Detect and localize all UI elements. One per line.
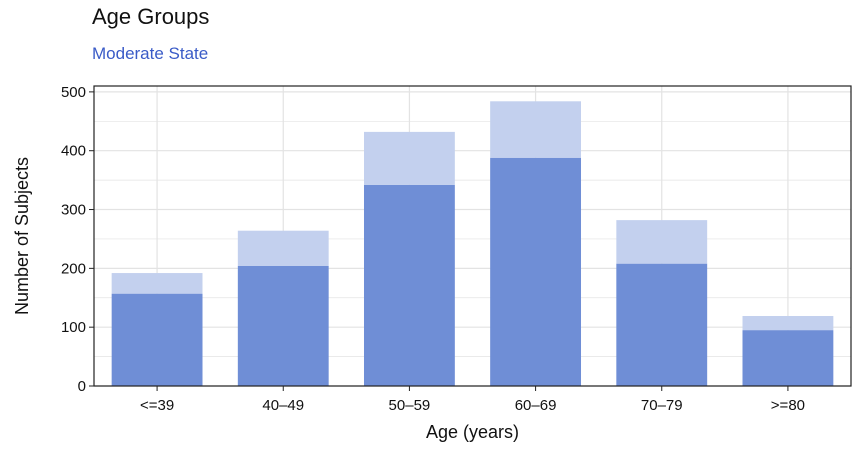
y-axis-title: Number of Subjects [12,157,32,315]
plot-border [93,85,852,387]
y-tick-label: 300 [61,202,86,219]
bar-segment-upper [742,316,834,331]
bar-segment-upper [490,101,582,158]
bar-segment-lower [616,263,708,386]
bar-segment-lower [363,184,455,386]
y-tick-label: 400 [61,143,86,160]
x-tick-label: 70–79 [641,397,683,414]
bar-segment-upper [111,273,203,294]
y-tick-label: 0 [78,378,86,395]
y-tick-label: 200 [61,260,86,277]
x-tick-label: >=80 [771,397,805,414]
grid-layer [94,86,851,387]
x-tick-label: 60–69 [515,397,557,414]
y-tick-label: 500 [61,84,86,101]
bar-segment-lower [111,293,203,386]
y-axis: 0 100 200 300 400 500 [61,84,94,395]
bar-segment-lower [237,266,329,386]
x-axis: <=39 40–49 50–59 60–69 70–79 >=80 [140,386,805,414]
bar-segment-lower [490,157,582,386]
chart-title: Age Groups [92,4,210,29]
bar-segment-upper [363,131,455,185]
y-tick-label: 100 [61,319,86,336]
bar-segment-lower [742,330,834,386]
x-axis-title: Age (years) [426,422,519,442]
bar-segment-upper [616,220,708,264]
chart-subtitle: Moderate State [92,44,209,63]
x-tick-label: 50–59 [389,397,431,414]
bar-segment-upper [237,230,329,266]
x-tick-label: <=39 [140,397,174,414]
bars-layer [111,101,834,386]
x-tick-label: 40–49 [262,397,304,414]
